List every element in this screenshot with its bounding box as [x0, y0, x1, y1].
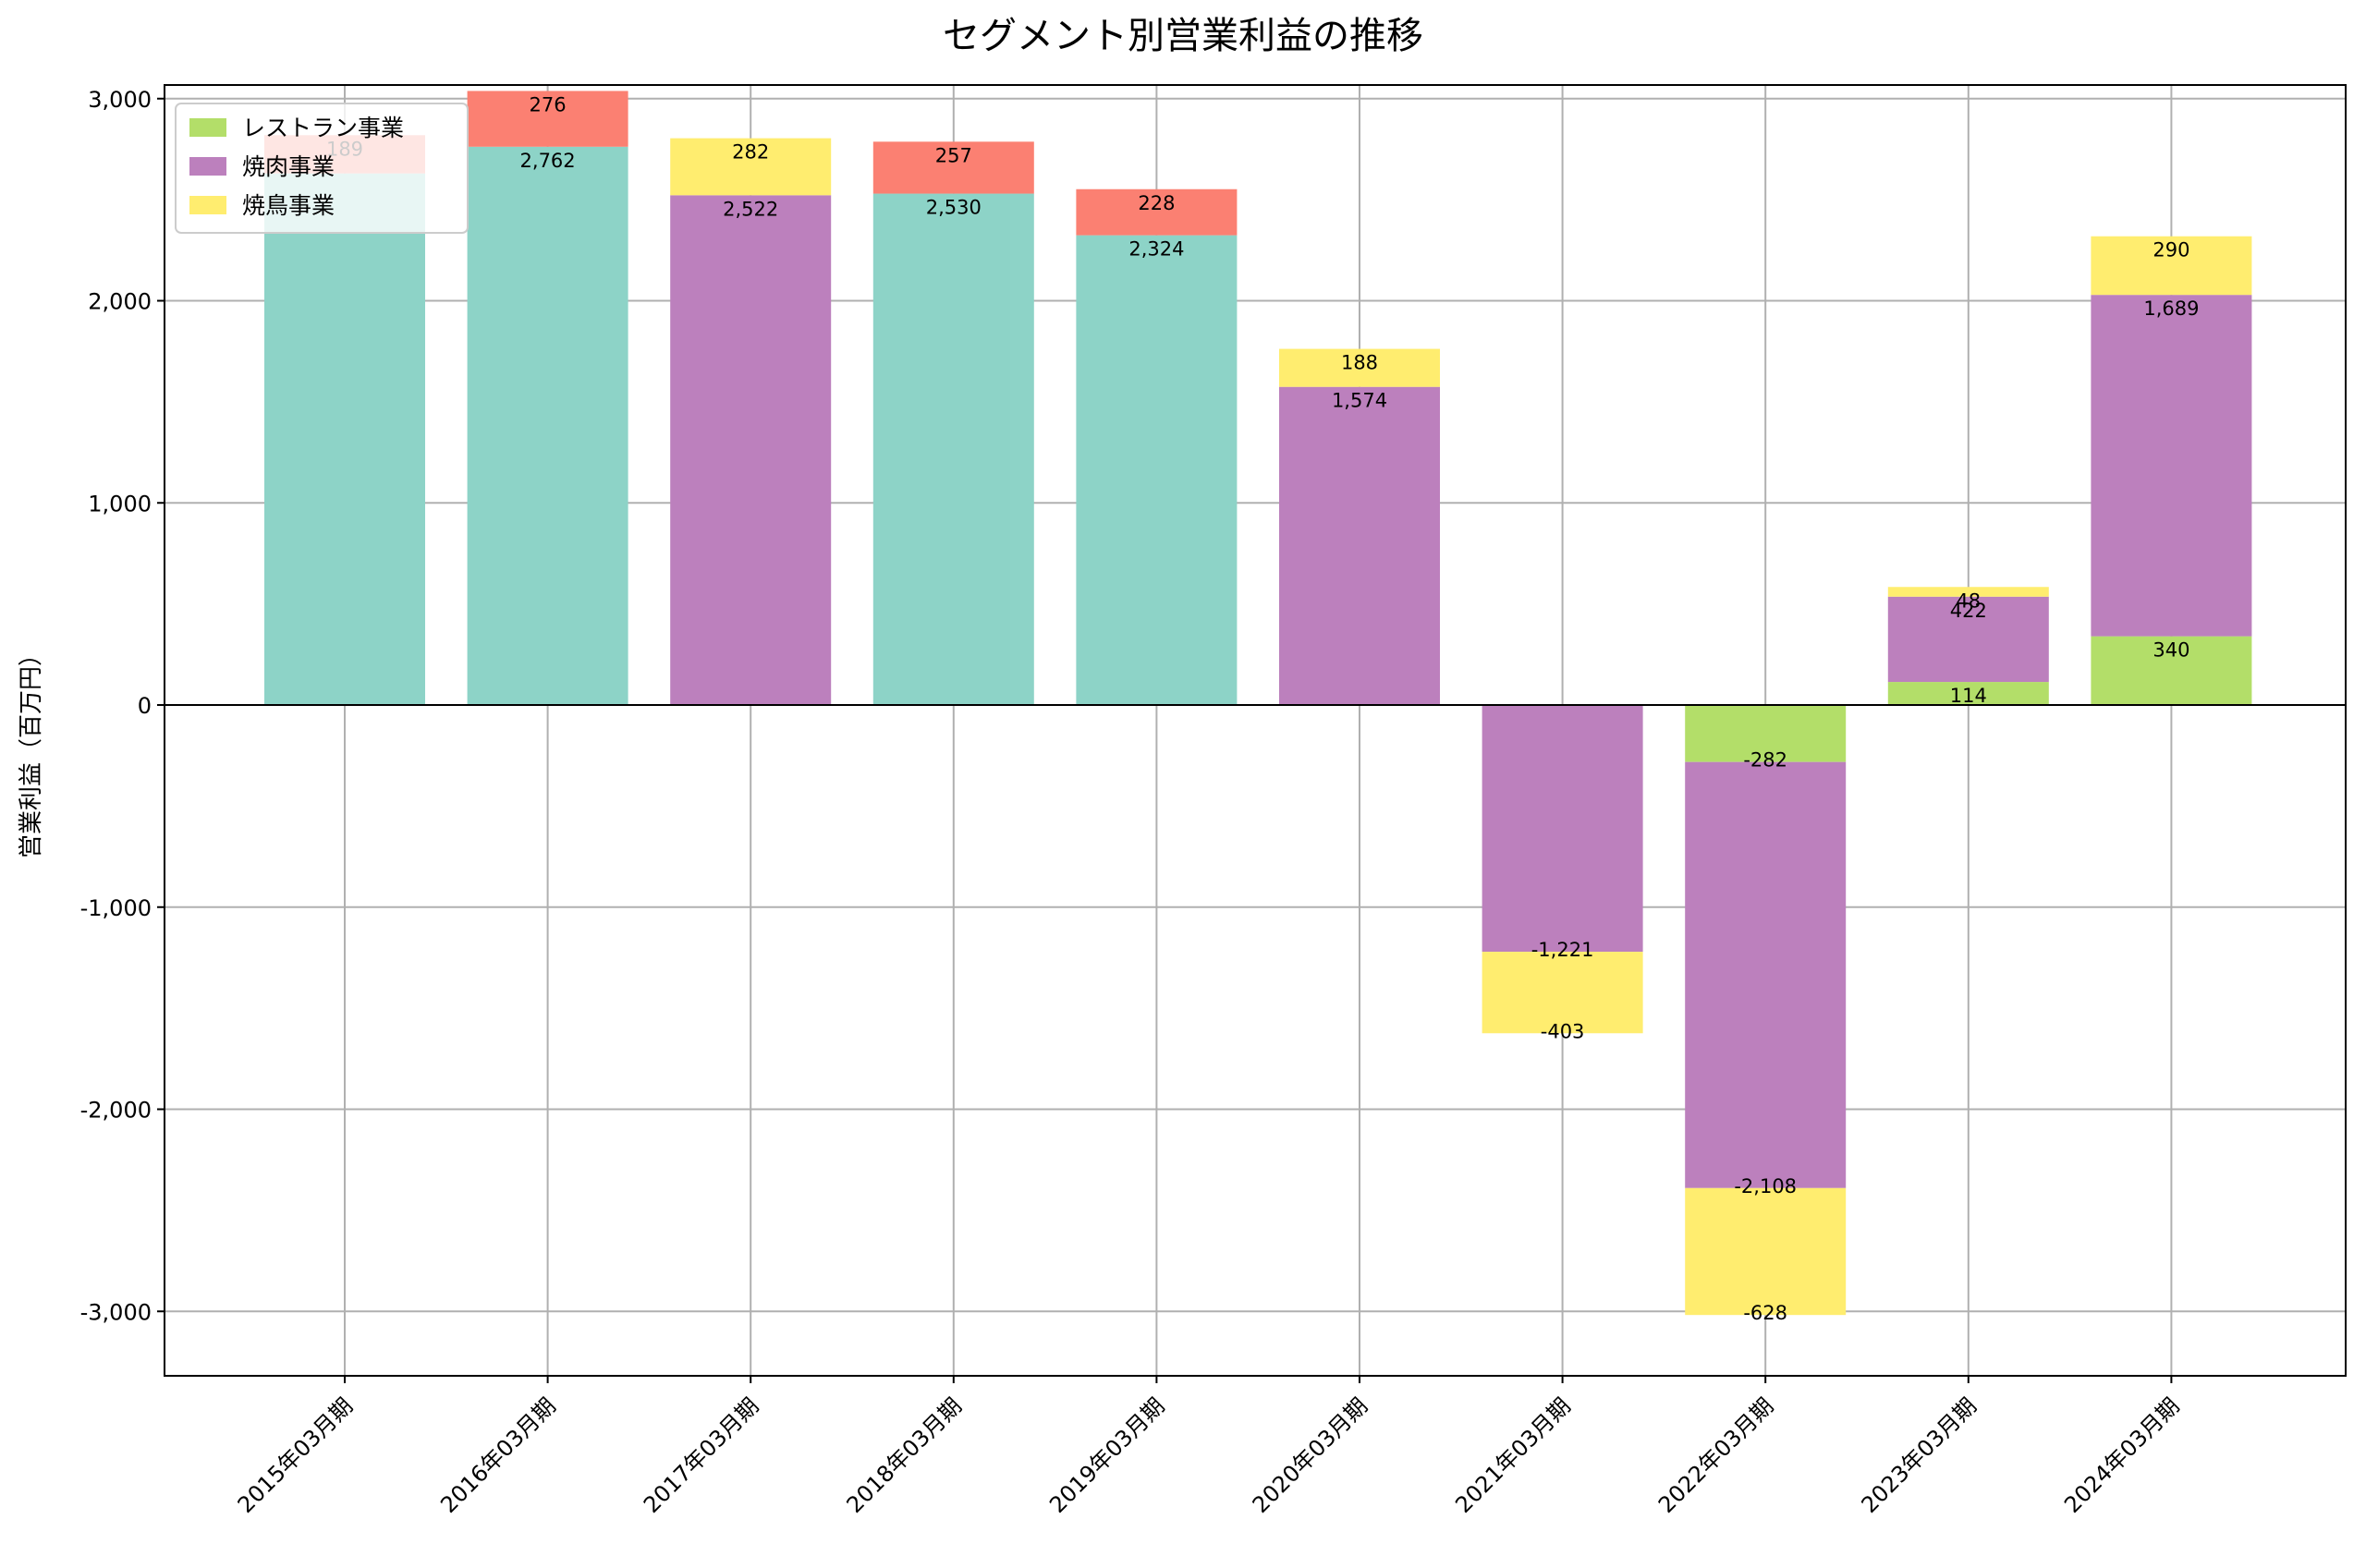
- data-label: 2,530: [926, 197, 982, 219]
- bar-segment: [1076, 235, 1238, 705]
- bar-segment: [2091, 295, 2252, 637]
- data-label: 276: [530, 93, 567, 115]
- data-label: 2,324: [1128, 238, 1184, 261]
- bars: [264, 91, 2252, 1316]
- data-label: 282: [732, 141, 769, 164]
- data-label: -282: [1743, 749, 1787, 772]
- legend-label: 焼肉事業: [242, 153, 335, 180]
- data-labels: 2,7622,5302,324189276257228-2821143402,5…: [326, 93, 2200, 1324]
- legend-swatch: [189, 196, 226, 214]
- data-label: 2,762: [520, 150, 576, 172]
- data-label: 290: [2153, 239, 2189, 261]
- bar-segment: [467, 146, 628, 705]
- bar-segment: [1887, 682, 2049, 705]
- bar-segment: [264, 173, 425, 705]
- bar-segment: [872, 141, 1034, 194]
- bar-segment: [1076, 188, 1238, 236]
- y-axis-label: 営業利益（百万円）: [18, 642, 45, 858]
- data-label: 114: [1950, 685, 1987, 707]
- bar-segment: [1482, 705, 1643, 953]
- bar-segment: [1279, 386, 1440, 705]
- bar-segment: [1685, 1187, 1847, 1316]
- y-axis-ticks: -3,000 -2,000 -1,000 0 1,000 2,000 3,000: [80, 87, 165, 1325]
- y-tick-label: -1,000: [80, 895, 152, 921]
- data-label: 422: [1950, 600, 1987, 622]
- data-label: 48: [1956, 590, 1981, 612]
- bar-segment: [670, 195, 832, 705]
- legend-swatch: [189, 157, 226, 176]
- data-label: -1,221: [1531, 939, 1594, 961]
- y-tick-label: 0: [138, 693, 152, 719]
- bar-segment: [1685, 705, 1847, 762]
- bar-segment: [1279, 348, 1440, 387]
- y-tick-label: -2,000: [80, 1098, 152, 1124]
- data-label: 1,574: [1332, 390, 1387, 412]
- y-tick-label: -3,000: [80, 1299, 152, 1325]
- y-tick-label: 3,000: [88, 87, 152, 113]
- bar-segment: [1887, 596, 2049, 683]
- data-label: 228: [1138, 192, 1175, 214]
- bar-segment: [2091, 636, 2252, 705]
- legend-label: 焼鳥事業: [242, 192, 335, 219]
- bar-segment: [1685, 761, 1847, 1188]
- bar-segment: [1482, 952, 1643, 1034]
- bar-segment: [467, 91, 628, 147]
- data-label: -628: [1743, 1302, 1787, 1324]
- legend-label: レストラン事業: [242, 115, 404, 141]
- legend-box: [175, 103, 469, 234]
- bar-segment: [670, 138, 832, 196]
- data-label: 1,689: [2143, 298, 2199, 320]
- bar-segment: [1887, 587, 2049, 597]
- data-label: -403: [1541, 1020, 1585, 1042]
- bar-segment: [872, 193, 1034, 705]
- y-tick-label: 2,000: [88, 289, 152, 315]
- data-label: 2,522: [723, 198, 778, 220]
- legend-swatch: [189, 118, 226, 137]
- bar-segment: [2091, 236, 2252, 296]
- data-label: 257: [935, 144, 972, 166]
- data-label: 188: [1341, 352, 1378, 374]
- data-label: -2,108: [1734, 1175, 1797, 1197]
- chart-title: セグメント別営業利益の推移: [943, 15, 1423, 57]
- plot-frame: [164, 84, 2347, 1377]
- y-tick-label: 1,000: [88, 491, 152, 517]
- data-label: 340: [2153, 639, 2189, 662]
